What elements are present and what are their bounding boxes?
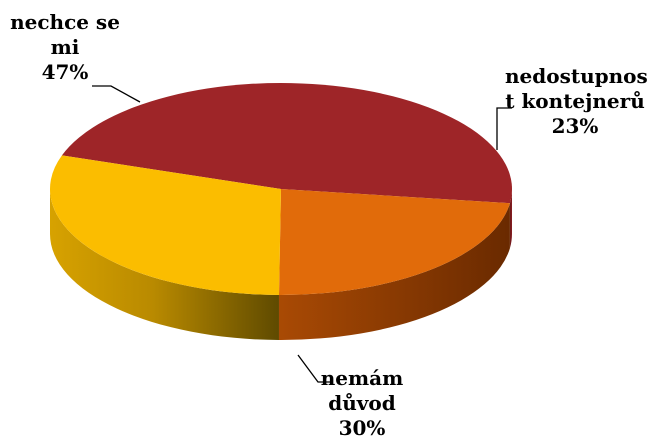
slice-nedostupnost <box>278 189 510 295</box>
leader-line-nemam-duvod <box>297 354 330 383</box>
leader-line-nedostupnost <box>496 107 512 150</box>
leader-lines <box>92 85 512 383</box>
slice-label-line: důvod <box>328 391 396 415</box>
slice-value-label: 23% <box>551 114 599 138</box>
slice-side-nemam-duvod <box>50 189 279 340</box>
slice-nechce-se-mi <box>61 83 513 204</box>
slice-side-nedostupnost <box>278 203 510 340</box>
slice-label-line: nedostupnos <box>505 64 648 88</box>
slice-label-nechce-se-mi: nechce se mi 47% <box>0 10 130 85</box>
slice-label-line: t kontejnerů <box>505 89 645 113</box>
slice-label-nedostupnost: nedostupnos t kontejnerů 23% <box>505 64 648 139</box>
slice-label-line: nechce se <box>10 10 120 34</box>
slice-label-line: mi <box>50 35 80 59</box>
slice-label-line: nemám <box>320 366 404 390</box>
slice-side-nechce-se-mi <box>509 189 512 249</box>
slice-value-label: 47% <box>41 60 89 84</box>
pie-sides <box>50 189 512 340</box>
slice-label-nemam-duvod: nemám důvod 30% <box>312 366 412 441</box>
pie-tops <box>49 83 513 295</box>
slice-nemam-duvod <box>49 155 281 295</box>
leader-line-nechce-se-mi <box>92 85 141 103</box>
slice-value-label: 30% <box>338 416 386 440</box>
